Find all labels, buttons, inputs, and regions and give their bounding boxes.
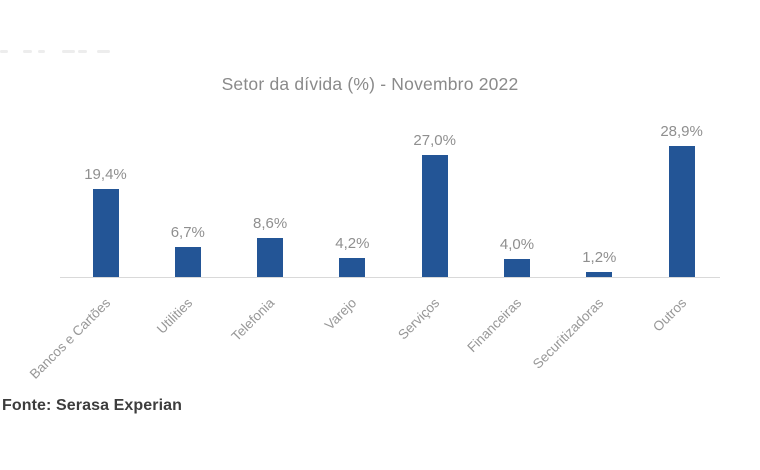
value-label-7: 1,2% (582, 249, 617, 266)
value-label-8: 28,9% (660, 123, 703, 140)
x-axis-line (60, 277, 720, 278)
bar-6 (504, 259, 530, 277)
value-label-1: 19,4% (84, 166, 127, 183)
artifact-dash-4 (62, 50, 75, 53)
bar-4 (339, 258, 366, 277)
bar-2 (174, 247, 201, 277)
bar-7 (586, 272, 613, 277)
value-label-3: 8,6% (252, 215, 288, 232)
bar-5 (421, 155, 448, 277)
bar-3 (257, 238, 284, 277)
artifact-dash-1 (0, 50, 8, 53)
value-label-6: 4,0% (499, 236, 535, 253)
bar-8 (668, 146, 695, 277)
value-label-5: 27,0% (413, 132, 456, 149)
bar-1 (92, 189, 119, 277)
artifact-dash-2 (23, 50, 32, 53)
chart-title: Setor da dívida (%) - Novembro 2022 (221, 74, 519, 94)
artifact-dash-3 (38, 50, 45, 53)
artifact-dash-5 (78, 50, 87, 53)
artifact-dash-6 (97, 50, 110, 53)
value-label-4: 4,2% (335, 235, 370, 252)
source-note: Fonte: Serasa Experian (2, 397, 183, 414)
value-label-2: 6,7% (170, 224, 205, 241)
